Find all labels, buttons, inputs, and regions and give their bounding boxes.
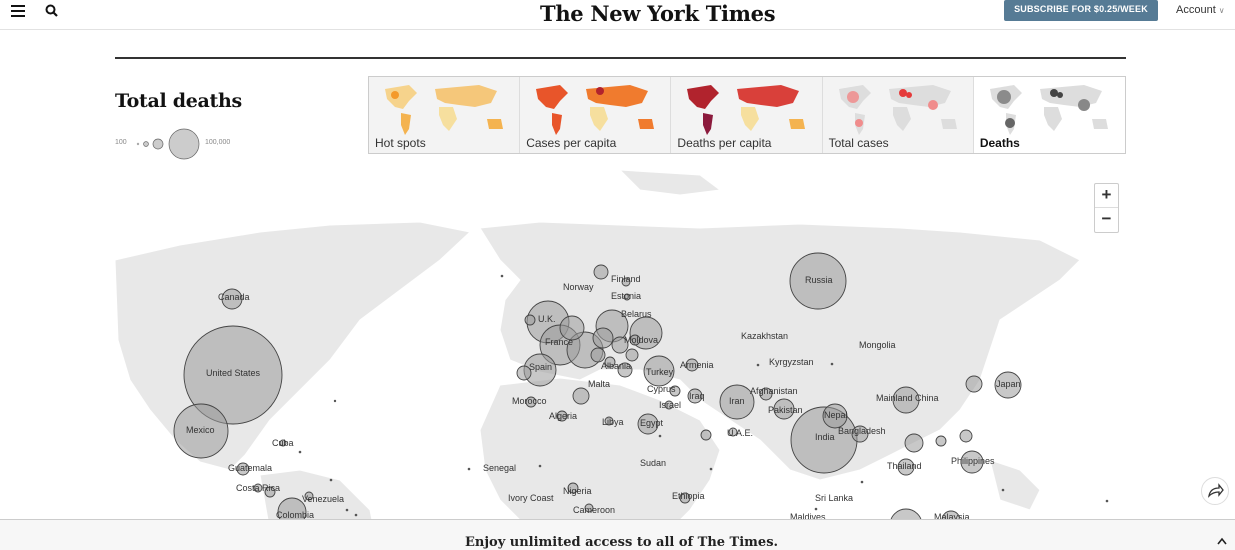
zoom-out-button[interactable]: −: [1101, 209, 1112, 228]
tab-hot-spots[interactable]: Hot spots: [369, 77, 521, 153]
hot-spots-thumbnail: [385, 85, 503, 135]
map-label-mexico: Mexico: [186, 425, 215, 435]
subscribe-button[interactable]: SUBSCRIBE FOR $0.25/WEEK: [1004, 0, 1158, 21]
map-label-malta: Malta: [588, 379, 610, 389]
map-label-iran: Iran: [729, 396, 745, 406]
deaths-per-capita-thumbnail: [687, 85, 806, 135]
share-icon: [1208, 483, 1224, 498]
section-divider: [115, 57, 1126, 59]
deaths-thumbnail: [989, 85, 1108, 135]
map-label-pakistan: Pakistan: [768, 405, 803, 415]
map-label-nigeria: Nigeria: [563, 486, 592, 496]
chevron-down-icon: ∨: [1218, 6, 1225, 15]
zoom-controls: + −: [1094, 183, 1119, 233]
map-label-belarus: Belarus: [621, 309, 652, 319]
map-label-philippines: Philippines: [951, 456, 995, 466]
map-label-ivory-coast: Ivory Coast: [508, 493, 554, 503]
map-label-turkey: Turkey: [646, 367, 674, 377]
map-label-cameroon: Cameroon: [573, 505, 615, 515]
banner-text: Enjoy unlimited access to all of The Tim…: [464, 535, 779, 550]
map-label-costa-rica: Costa Rica: [236, 483, 280, 493]
nyt-logo[interactable]: The New York Times: [540, 1, 776, 26]
small-dots: [298, 274, 1109, 517]
tab-label: Deaths per capita: [677, 136, 772, 150]
top-bar: The New York Times SUBSCRIBE FOR $0.25/W…: [0, 0, 1235, 30]
map-label-thailand: Thailand: [887, 461, 922, 471]
account-label: Account: [1176, 4, 1216, 16]
map-label-venezuela: Venezuela: [302, 494, 344, 504]
legend-max-label: 100,000: [205, 139, 231, 146]
tab-deaths-per-capita[interactable]: Deaths per capita: [671, 77, 823, 153]
share-button[interactable]: [1201, 477, 1229, 505]
tab-cases-per-capita[interactable]: Cases per capita: [520, 77, 672, 153]
tab-label: Hot spots: [375, 136, 426, 150]
size-legend: 100 100,000: [115, 128, 255, 160]
menu-icon[interactable]: [11, 5, 25, 17]
tab-label: Deaths: [979, 136, 1020, 150]
map-label-united-states: United States: [206, 368, 261, 378]
tab-deaths[interactable]: Deaths: [973, 77, 1126, 153]
map-label-estonia: Estonia: [611, 291, 641, 301]
map-label-russia: Russia: [805, 275, 833, 285]
map-label-nepal: Nepal: [824, 410, 848, 420]
map-labels: Canada United States Mexico Cuba Guatema…: [186, 274, 1021, 520]
map-label-sri-lanka: Sri Lanka: [815, 493, 853, 503]
map-label-uk: U.K.: [538, 314, 556, 324]
map-label-israel: Israel: [659, 400, 681, 410]
search-icon[interactable]: [44, 3, 60, 19]
zoom-in-button[interactable]: +: [1095, 184, 1118, 208]
world-map[interactable]: Canada United States Mexico Cuba Guatema…: [0, 170, 1235, 520]
map-label-morocco: Morocco: [512, 396, 547, 406]
map-label-spain: Spain: [529, 362, 552, 372]
map-canvas: Canada United States Mexico Cuba Guatema…: [114, 170, 1109, 520]
account-menu[interactable]: Account ∨: [1176, 4, 1225, 16]
map-label-mongolia: Mongolia: [859, 340, 896, 350]
map-label-sudan: Sudan: [640, 458, 666, 468]
map-label-cuba: Cuba: [272, 438, 294, 448]
tab-total-cases[interactable]: Total cases: [822, 77, 974, 153]
bubbles: [173, 252, 1022, 520]
map-label-bangladesh: Bangladesh: [838, 426, 886, 436]
map-label-albania: Albania: [601, 361, 631, 371]
legend-min-label: 100: [115, 139, 127, 146]
chevron-up-icon[interactable]: [1215, 534, 1229, 548]
page-title: Total deaths: [115, 90, 242, 112]
map-label-armenia: Armenia: [680, 360, 714, 370]
map-label-malaysia: Malaysia: [934, 512, 970, 520]
map-label-canada: Canada: [218, 292, 250, 302]
map-label-colombia: Colombia: [276, 510, 314, 520]
map-label-libya: Libya: [602, 417, 624, 427]
map-label-finland: Finland: [611, 274, 641, 284]
map-label-ethiopia: Ethiopia: [672, 491, 705, 501]
map-label-senegal: Senegal: [483, 463, 516, 473]
map-label-kazakhstan: Kazakhstan: [741, 331, 788, 341]
legend-circles: [136, 128, 200, 160]
map-label-guatemala: Guatemala: [228, 463, 272, 473]
map-label-india: India: [815, 432, 835, 442]
map-label-afghanistan: Afghanistan: [750, 386, 798, 396]
map-view-tabs: Hot spots Cases per capita Deaths per ca…: [368, 76, 1126, 154]
map-label-algeria: Algeria: [549, 411, 577, 421]
tab-label: Total cases: [828, 136, 889, 150]
map-label-kyrgyzstan: Kyrgyzstan: [769, 357, 814, 367]
map-label-mainland-china: Mainland China: [876, 393, 939, 403]
map-label-france: France: [545, 337, 573, 347]
map-label-cyprus: Cyprus: [647, 384, 676, 394]
map-label-japan: Japan: [996, 379, 1021, 389]
map-label-maldives: Maldives: [790, 512, 826, 520]
tab-label: Cases per capita: [526, 136, 617, 150]
map-label-egypt: Egypt: [640, 418, 664, 428]
map-label-uae: U.A.E.: [727, 428, 753, 438]
map-label-moldova: Moldova: [624, 335, 658, 345]
map-label-norway: Norway: [563, 282, 594, 292]
subscription-banner[interactable]: Enjoy unlimited access to all of The Tim…: [0, 519, 1235, 550]
total-cases-thumbnail: [838, 85, 957, 135]
map-label-iraq: Iraq: [689, 391, 705, 401]
cases-per-capita-thumbnail: [536, 85, 655, 135]
